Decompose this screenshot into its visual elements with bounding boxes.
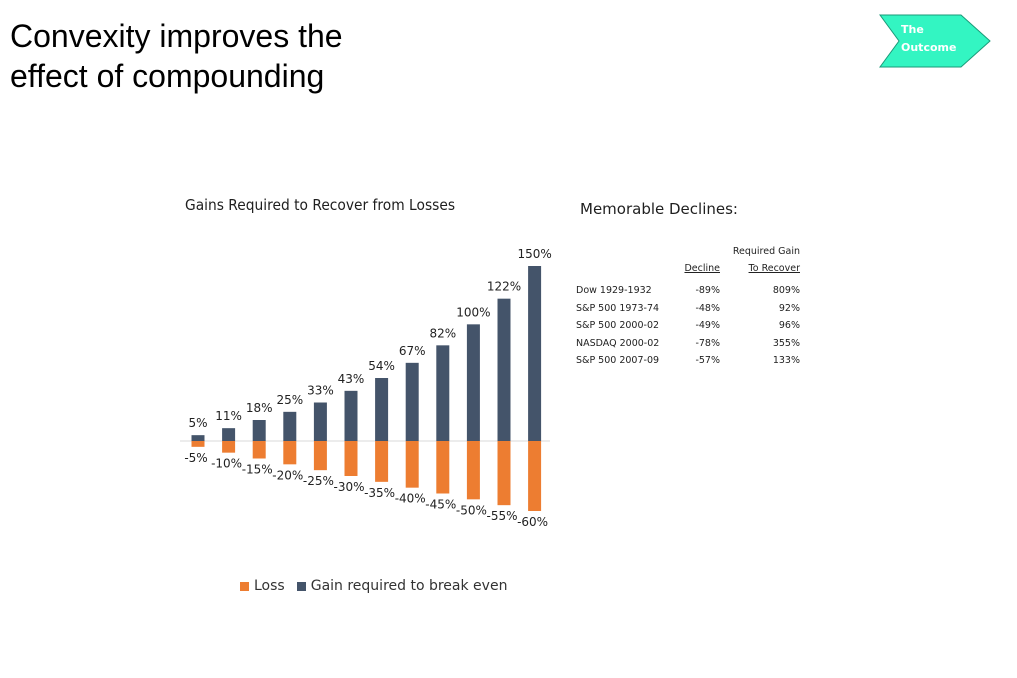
- slide-title: Convexity improves the effect of compoun…: [10, 16, 343, 96]
- decline-name: NASDAQ 2000-02: [576, 337, 660, 349]
- declines-header-name: [572, 243, 680, 282]
- gain-bar: [222, 428, 236, 441]
- gain-data-label: 11%: [215, 409, 242, 423]
- table-row: S&P 500 2000-02 -49% 96%: [572, 317, 800, 335]
- chevron-arrow-icon: [879, 14, 991, 68]
- decline-value: -89%: [695, 285, 720, 296]
- loss-bar: [252, 441, 266, 459]
- gain-data-label: 67%: [399, 344, 426, 358]
- loss-data-label: -5%: [184, 451, 207, 465]
- loss-data-label: -20%: [272, 468, 303, 482]
- loss-data-label: -40%: [395, 492, 426, 506]
- loss-bar: [466, 441, 480, 500]
- gain-data-label: 43%: [338, 372, 365, 386]
- slide-title-line-2: effect of compounding: [10, 58, 325, 94]
- legend-swatch-loss: [240, 581, 249, 591]
- loss-data-label: -15%: [242, 463, 273, 477]
- badge-line-2: Outcome: [901, 41, 957, 54]
- gain-bar: [313, 402, 327, 441]
- loss-data-label: -35%: [364, 486, 395, 500]
- gain-data-label: 25%: [276, 393, 303, 407]
- gain-data-label: 150%: [517, 247, 551, 261]
- legend-item-gain: Gain required to break even: [296, 578, 508, 594]
- recover-gain-value: 92%: [778, 302, 800, 314]
- loss-data-label: -25%: [303, 474, 334, 488]
- loss-bar: [283, 441, 297, 465]
- declines-header-row: Decline Required Gain To Recover: [572, 243, 800, 282]
- decline-value: -48%: [695, 302, 720, 314]
- badge-line-1: The: [901, 23, 924, 36]
- chart-legend: Loss Gain required to break even: [240, 578, 519, 594]
- declines-header-gain-line-1: Required Gain: [732, 246, 800, 257]
- outcome-badge-label: The Outcome: [901, 21, 971, 57]
- chart-title: Gains Required to Recover from Losses: [185, 196, 456, 214]
- declines-header-decline: Decline: [684, 263, 720, 274]
- gain-bar: [436, 345, 450, 441]
- declines-header-gain: Required Gain To Recover: [720, 243, 800, 282]
- slide-title-line-1: Convexity improves the: [10, 18, 343, 54]
- loss-data-label: -30%: [333, 480, 364, 494]
- legend-item-loss: Loss: [240, 578, 285, 594]
- gain-data-label: 54%: [368, 359, 395, 373]
- loss-data-label: -60%: [517, 515, 548, 529]
- gain-bar: [466, 324, 480, 441]
- gain-bar: [375, 378, 389, 441]
- recover-gain-value: 133%: [772, 355, 800, 366]
- loss-bar: [344, 441, 358, 476]
- gain-data-label: 100%: [456, 305, 490, 319]
- loss-data-label: -10%: [211, 457, 242, 471]
- decline-value: -57%: [695, 355, 720, 366]
- table-row: S&P 500 1973-74 -48% 92%: [572, 300, 800, 318]
- declines-header-gain-line-2: To Recover: [748, 263, 800, 274]
- recover-gain-value: 355%: [772, 337, 800, 349]
- gain-data-label: 33%: [307, 384, 334, 398]
- table-row: NASDAQ 2000-02 -78% 355%: [572, 335, 800, 353]
- outcome-badge: The Outcome: [879, 14, 992, 68]
- loss-data-label: -45%: [425, 498, 456, 512]
- gain-bar: [405, 362, 419, 441]
- legend-label-loss: Loss: [254, 578, 285, 594]
- decline-name: S&P 500 1973-74: [576, 302, 660, 314]
- decline-name: Dow 1929-1932: [576, 285, 652, 296]
- loss-bar: [405, 441, 419, 488]
- loss-bar: [375, 441, 389, 482]
- decline-value: -78%: [695, 337, 720, 349]
- gain-data-label: 18%: [246, 401, 273, 415]
- gain-bar: [252, 420, 266, 441]
- loss-bar: [528, 441, 542, 511]
- table-row: S&P 500 2007-09 -57% 133%: [572, 352, 800, 370]
- gain-bar: [283, 411, 297, 441]
- recover-gain-value: 96%: [778, 320, 800, 331]
- gain-data-label: 5%: [188, 416, 207, 430]
- legend-swatch-gain: [296, 581, 306, 591]
- loss-bar: [497, 441, 511, 506]
- loss-bar: [436, 441, 450, 494]
- table-row: Dow 1929-1932 -89% 809%: [572, 282, 800, 300]
- gain-bar: [528, 266, 542, 441]
- gain-bar: [344, 390, 358, 441]
- gain-data-label: 82%: [429, 326, 456, 340]
- loss-bar: [313, 441, 327, 471]
- declines-table: Decline Required Gain To Recover Dow 192…: [572, 243, 800, 370]
- decline-name: S&P 500 2000-02: [576, 320, 660, 331]
- loss-bar: [191, 441, 205, 447]
- gain-bar: [497, 298, 511, 441]
- loss-bar: [222, 441, 236, 453]
- loss-data-label: -55%: [486, 509, 517, 523]
- recover-gain-value: 809%: [772, 285, 800, 296]
- loss-data-label: -50%: [456, 503, 487, 517]
- decline-name: S&P 500 2007-09: [576, 355, 660, 366]
- gain-data-label: 122%: [487, 280, 521, 294]
- decline-value: -49%: [695, 320, 720, 331]
- legend-label-gain: Gain required to break even: [310, 578, 508, 594]
- gain-bar: [191, 435, 205, 441]
- declines-title: Memorable Declines:: [580, 200, 738, 218]
